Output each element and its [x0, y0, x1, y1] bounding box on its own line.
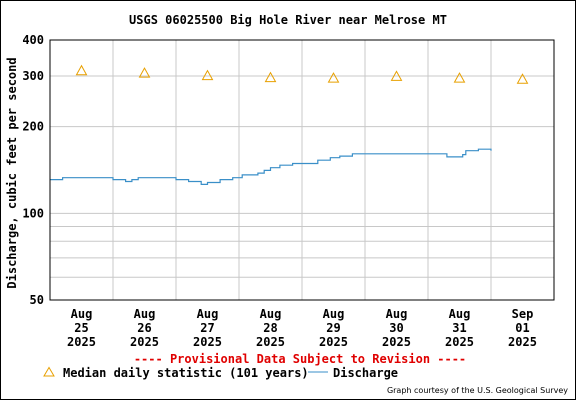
x-tick-label-line: 29 [326, 321, 340, 335]
median-triangle-marker [327, 72, 340, 83]
y-axis-label: Discharge, cubic feet per second [5, 57, 19, 288]
legend-median-label: Median daily statistic (101 years) [63, 366, 309, 380]
y-tick-label: 200 [22, 120, 44, 134]
x-tick-label-line: 27 [200, 321, 214, 335]
x-tick-label-line: 2025 [445, 335, 474, 349]
x-tick-label-line: Aug [323, 307, 345, 321]
median-triangle-marker [201, 69, 214, 81]
y-tick-label: 50 [30, 293, 44, 307]
x-tick-label-line: 2025 [382, 335, 411, 349]
grid-lines [50, 39, 554, 301]
x-tick-label-line: Aug [71, 307, 93, 321]
median-triangle-marker [75, 64, 88, 76]
x-tick-label-line: 2025 [508, 335, 537, 349]
x-tick-label: Aug 27 2025 [193, 307, 222, 349]
usgs-credit: Graph courtesy of the U.S. Geological Su… [387, 386, 568, 395]
x-tick-label-line: 30 [389, 321, 403, 335]
x-tick-label-line: Aug [449, 307, 471, 321]
x-tick-label-line: 2025 [67, 335, 96, 349]
discharge-line [50, 148, 492, 185]
median-triangle-marker [138, 67, 151, 78]
x-tick-label: Aug 30 2025 [382, 307, 411, 349]
x-tick-label: Aug 26 2025 [130, 307, 159, 349]
x-tick-label-line: 25 [74, 321, 88, 335]
x-tick-label-line: 01 [515, 321, 529, 335]
median-triangle-marker [390, 70, 403, 81]
median-triangle-marker [453, 72, 466, 83]
median-triangle-marker [516, 73, 529, 84]
provisional-note: ---- Provisional Data Subject to Revisio… [134, 352, 466, 366]
x-tick-label: Sep 01 2025 [508, 307, 537, 349]
median-triangle-marker [264, 71, 277, 83]
x-tick-label: Aug 28 2025 [256, 307, 285, 349]
x-tick-label-line: Aug [197, 307, 219, 321]
x-tick-label-line: 31 [452, 321, 466, 335]
y-tick-label: 300 [22, 69, 44, 83]
x-tick-label: Aug 31 2025 [445, 307, 474, 349]
x-tick-label-line: Aug [260, 307, 282, 321]
legend-discharge-label: Discharge [333, 366, 398, 380]
x-tick-label-line: 2025 [319, 335, 348, 349]
x-tick-label: Aug 25 2025 [67, 307, 96, 349]
chart-title: USGS 06025500 Big Hole River near Melros… [129, 13, 447, 27]
x-tick-label-line: 26 [137, 321, 151, 335]
x-tick-label: Aug 29 2025 [319, 307, 348, 349]
y-tick-label: 100 [22, 206, 44, 220]
x-tick-label-line: 2025 [193, 335, 222, 349]
legend: Median daily statistic (101 years) Disch… [43, 366, 398, 380]
y-axis-ticks: 50 100 200 300 400 [22, 33, 44, 307]
x-tick-label-line: 2025 [130, 335, 159, 349]
x-tick-label-line: 2025 [256, 335, 285, 349]
plot-area-border [49, 39, 555, 301]
x-tick-label-line: 28 [263, 321, 277, 335]
x-tick-label-line: Aug [134, 307, 156, 321]
series-layer [50, 64, 529, 185]
x-tick-label-line: Aug [386, 307, 408, 321]
legend-median-triangle-icon [43, 366, 55, 377]
x-tick-label-line: Sep [512, 307, 534, 321]
y-tick-label: 400 [22, 33, 44, 47]
